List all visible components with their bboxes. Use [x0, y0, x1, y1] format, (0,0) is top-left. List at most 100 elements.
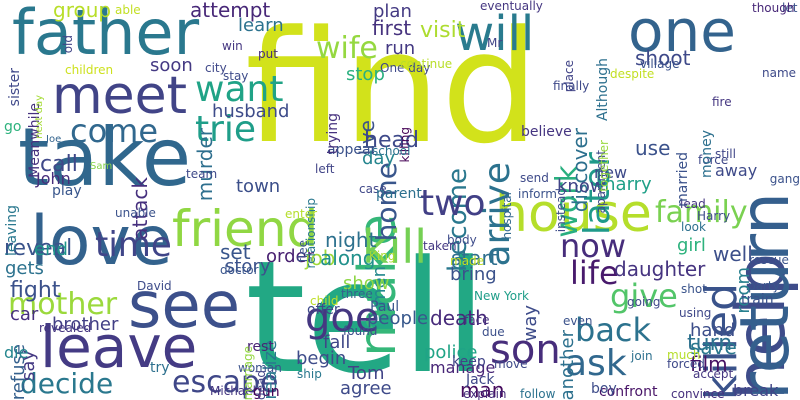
- word-send: send: [520, 171, 549, 185]
- word-confront: confront: [599, 384, 658, 400]
- word-explain: explain: [463, 387, 507, 400]
- word-offer: offer: [307, 302, 340, 318]
- word-run: run: [385, 38, 416, 59]
- word-leaving: leaving: [4, 205, 20, 257]
- word-manage: manage: [430, 358, 496, 377]
- word-stop: stop: [346, 64, 385, 85]
- word-though: though: [752, 1, 795, 15]
- word-fight: fight: [10, 278, 61, 303]
- word-children: children: [65, 63, 114, 77]
- word-tom: Tom: [348, 363, 385, 384]
- word-gun: gun: [253, 384, 280, 400]
- word-flee: flee: [296, 240, 310, 263]
- word-old: old: [61, 35, 75, 54]
- word-even: even: [563, 314, 593, 328]
- word-give: give: [610, 277, 678, 315]
- word-death: death: [430, 306, 488, 330]
- word-name: name: [762, 66, 797, 80]
- word-house: house: [495, 184, 652, 244]
- word-stay: stay: [223, 69, 249, 83]
- word-enter: enter: [285, 207, 318, 221]
- word-together: together: [597, 140, 611, 192]
- word-well: well: [713, 242, 753, 266]
- word-agree: agree: [340, 378, 392, 399]
- word-force: force: [698, 153, 729, 167]
- word-taken: taken: [423, 239, 457, 253]
- word-married: married: [675, 152, 691, 207]
- word-joe: Joe: [46, 134, 62, 145]
- word-village: village: [640, 57, 680, 71]
- word-money: money: [699, 130, 715, 178]
- word-win: win: [222, 39, 243, 53]
- word-party: party: [748, 279, 780, 293]
- word-much: much: [667, 348, 701, 362]
- word-sister: sister: [7, 68, 23, 107]
- word-finally: finally: [553, 79, 590, 93]
- word-group: group: [53, 0, 112, 22]
- word-doctor: doctor: [220, 263, 259, 277]
- word-mother: mother: [8, 287, 118, 322]
- word-discover: discover: [568, 128, 592, 213]
- word-call: call: [40, 152, 78, 177]
- word-shot: shot: [681, 282, 707, 296]
- word-city: city: [205, 61, 227, 75]
- word-die: die: [4, 343, 29, 362]
- word-murder: murder: [193, 128, 217, 202]
- word-kill: kill: [362, 220, 427, 274]
- word-man: man: [460, 378, 505, 400]
- word-join: join: [631, 349, 653, 363]
- word-one-day: One day: [380, 61, 431, 75]
- word-meet: meet: [52, 66, 188, 126]
- word-along: along: [320, 246, 376, 270]
- word-dead: dead: [254, 370, 268, 400]
- word-able: able: [115, 3, 141, 17]
- word-believe: believe: [521, 124, 572, 140]
- word-night: night: [325, 228, 377, 252]
- word-one: one: [628, 0, 736, 65]
- word-david: David: [137, 279, 172, 293]
- word-trie: trie: [195, 109, 257, 150]
- word-let: let: [782, 1, 798, 15]
- word-convince: convince: [671, 387, 725, 400]
- word-family: family: [655, 195, 748, 230]
- word-know: know: [557, 176, 605, 197]
- word-want: want: [195, 69, 284, 110]
- word-visit: visit: [420, 18, 466, 43]
- word-now: now: [560, 227, 627, 265]
- word-train: train: [741, 292, 774, 308]
- word-parent: parent: [376, 186, 422, 202]
- word-boy: boy: [591, 381, 617, 397]
- word-brother: brother: [52, 314, 119, 335]
- word-wife: wife: [316, 31, 378, 66]
- word-new: new: [594, 163, 628, 182]
- word-continue: continue: [400, 57, 453, 71]
- word-mr: Mr: [487, 36, 503, 50]
- word-move: move: [494, 357, 528, 371]
- word-still: still: [715, 147, 736, 161]
- word-rescue: rescue: [749, 253, 789, 267]
- word-eventually: eventually: [480, 0, 543, 13]
- word-start: start: [451, 246, 498, 270]
- word-leave: leave: [40, 313, 198, 381]
- word-end: end: [34, 239, 68, 260]
- word-will: will: [455, 6, 535, 62]
- word-break: break: [733, 381, 779, 400]
- word-find: find: [245, 0, 540, 178]
- word-new-york: New York: [474, 289, 529, 303]
- word-although: Although: [595, 58, 611, 122]
- word-friend: friend: [172, 200, 319, 258]
- word-two: two: [420, 183, 486, 224]
- word-due: due: [482, 325, 505, 339]
- word-team: team: [186, 167, 218, 181]
- word-gang: gang: [769, 172, 800, 186]
- word-revealed: revealed: [39, 321, 92, 335]
- word-life: life: [570, 254, 619, 292]
- word-case: case: [359, 182, 387, 196]
- word-town: town: [236, 176, 281, 197]
- word-see: see: [128, 269, 241, 343]
- word-another: another: [557, 329, 578, 400]
- word-sam: Sam: [90, 161, 113, 172]
- word-goe: goe: [305, 295, 380, 341]
- word-hospital: hospital: [500, 192, 514, 240]
